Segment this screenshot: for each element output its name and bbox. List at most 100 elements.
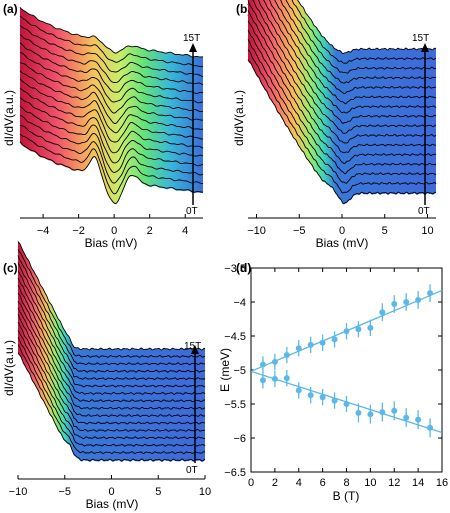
panel-b-x-tick-label: 10 bbox=[421, 225, 433, 237]
panel-b-trace-8 bbox=[258, 0, 437, 124]
panel-b-x-ticks: −10 −5 0 5 10 bbox=[247, 214, 434, 237]
panel-c-x-tick-label: 10 bbox=[199, 486, 211, 498]
panel-a-x-tick-label: −4 bbox=[37, 225, 50, 237]
panel-d-frame bbox=[250, 267, 443, 473]
panel-d-data-point bbox=[403, 299, 410, 305]
panel-b-trace-7 bbox=[252, 0, 437, 134]
panel-c-trace-4 bbox=[17, 321, 206, 432]
panel-a-field-top: 15T bbox=[183, 33, 200, 44]
panel-a-trace-15 bbox=[19, 6, 203, 58]
panel-a-trace-2 bbox=[19, 124, 204, 184]
panel-a-trace-13 bbox=[19, 25, 204, 77]
panel-a-trace-5 bbox=[19, 97, 204, 154]
panel-d-y-tick-label: −4 bbox=[233, 297, 246, 309]
panel-b-trace-15 bbox=[297, 0, 437, 55]
panel-d-ticks: 0 2 4 6 8 10 12 14 16 −3.5 −4 −4.5 −5 −5.5 −6 −6.5 bbox=[224, 263, 448, 489]
panel-d-data-point bbox=[295, 387, 302, 394]
panel-b-label: (b) bbox=[236, 2, 251, 16]
panel-c-trace-6 bbox=[17, 307, 206, 418]
panel-d-data-point bbox=[295, 345, 302, 352]
panel-c-field-bottom: 0T bbox=[186, 465, 198, 476]
panel-d-data-point bbox=[379, 309, 386, 316]
panel-d-data-point bbox=[331, 397, 338, 404]
panel-a-trace-1 bbox=[19, 133, 204, 195]
panel-d-x-tick-label: 4 bbox=[296, 477, 302, 489]
panel-c-field-top: 15T bbox=[184, 341, 201, 352]
panel-b-trace-1 bbox=[247, 49, 437, 194]
panel-c-trace-8 bbox=[17, 292, 206, 403]
panel-a-x-tick-label: 0 bbox=[111, 225, 117, 237]
panel-c-x-tick-label: −5 bbox=[58, 486, 71, 498]
panel-d-y-tick-label: −5 bbox=[233, 365, 246, 377]
panel-c-field-arrow-head bbox=[191, 345, 199, 354]
panel-a-trace-11 bbox=[19, 42, 204, 94]
panel-c-x-tick-label: 5 bbox=[155, 486, 161, 498]
panel-d-y-tick-label: −3.5 bbox=[224, 263, 246, 275]
panel-b-trace-2 bbox=[247, 39, 437, 184]
panel-a-trace-8 bbox=[19, 70, 204, 124]
panel-c-label: (c) bbox=[3, 261, 18, 275]
panel-b-trace-4 bbox=[247, 20, 437, 164]
panel-d-data-point bbox=[307, 392, 314, 399]
panel-b-trace-14 bbox=[291, 0, 437, 64]
panel-d-data-point bbox=[367, 411, 374, 418]
panel-b-y-label: dI/dV(a.u.) bbox=[232, 90, 246, 146]
panel-b-field-bottom: 0T bbox=[418, 206, 430, 217]
panel-d-data-point bbox=[307, 341, 314, 348]
panel-d-data-point bbox=[415, 416, 422, 423]
panel-a-trace-12 bbox=[19, 34, 204, 86]
panel-d-y-tick-label: −6.5 bbox=[224, 467, 246, 479]
panel-b-trace-11 bbox=[274, 0, 437, 95]
panel-a-y-label: dI/dV(a.u.) bbox=[2, 90, 16, 146]
panel-b-x-tick-label: −5 bbox=[293, 225, 306, 237]
panel-b-field-top: 15T bbox=[412, 33, 429, 44]
panel-a-trace-3 bbox=[19, 114, 203, 173]
panel-c-trace-12 bbox=[17, 262, 206, 373]
panel-a-colormap-fill bbox=[20, 7, 203, 205]
panel-a-trace-0 bbox=[19, 141, 203, 204]
panel-d-data-point bbox=[403, 414, 410, 421]
panel-d-data-point bbox=[331, 336, 338, 343]
panel-d-data-point bbox=[367, 324, 374, 331]
panel-b-trace-12 bbox=[280, 0, 436, 84]
panel-d-data-point bbox=[427, 424, 434, 431]
panel-b: (b) 15T 0T −10 −5 0 5 10 Bias (mV) dI/dV(a.u… bbox=[232, 0, 437, 250]
panel-d-y-tick-label: −5.5 bbox=[224, 399, 246, 411]
panel-d-data-point bbox=[319, 339, 326, 346]
panel-d-x-tick-label: 2 bbox=[272, 477, 278, 489]
panel-a-trace-7 bbox=[19, 78, 204, 134]
panel-b-curves bbox=[247, 0, 437, 205]
panel-d-y-tick-label: −6 bbox=[233, 433, 246, 445]
panel-a-x-label: Bias (mV) bbox=[85, 236, 138, 250]
panel-d-data-point bbox=[343, 328, 350, 335]
panel-c-trace-10 bbox=[17, 277, 206, 388]
panel-d-data-point bbox=[283, 375, 290, 382]
panel-d-data-point bbox=[427, 290, 434, 297]
panel-c-trace-5 bbox=[17, 313, 206, 425]
panel-d-x-tick-label: 0 bbox=[248, 477, 254, 489]
panel-b-trace-3 bbox=[247, 29, 437, 175]
panel-c-colormap-fill bbox=[18, 241, 205, 462]
panel-b-x-tick-label: 5 bbox=[382, 225, 388, 237]
panel-c-trace-14 bbox=[17, 249, 206, 358]
panel-c-trace-9 bbox=[17, 284, 206, 395]
panel-b-trace-10 bbox=[268, 0, 437, 105]
panel-d-x-tick-label: 14 bbox=[412, 477, 424, 489]
panel-b-x-label: Bias (mV) bbox=[316, 236, 369, 250]
panel-d-data-point bbox=[415, 296, 422, 303]
panel-c-x-tick-label: −10 bbox=[9, 486, 28, 498]
panel-d-x-tick-label: 12 bbox=[388, 477, 400, 489]
panel-c-trace-11 bbox=[17, 270, 206, 381]
panel-a-curves bbox=[19, 6, 204, 205]
panel-a-x-ticks: −4 −2 0 2 4 bbox=[37, 214, 188, 237]
panel-c-trace-13 bbox=[17, 255, 205, 366]
panel-a-trace-9 bbox=[19, 62, 203, 114]
panel-a-trace-10 bbox=[19, 52, 203, 104]
panel-b-trace-0 bbox=[247, 59, 437, 204]
panel-b-trace-6 bbox=[247, 0, 437, 144]
panel-d-data-point bbox=[259, 361, 266, 368]
panel-a-x-tick-label: 2 bbox=[147, 225, 153, 237]
panel-c-trace-15 bbox=[17, 241, 206, 351]
panel-d-data-point bbox=[391, 407, 398, 414]
